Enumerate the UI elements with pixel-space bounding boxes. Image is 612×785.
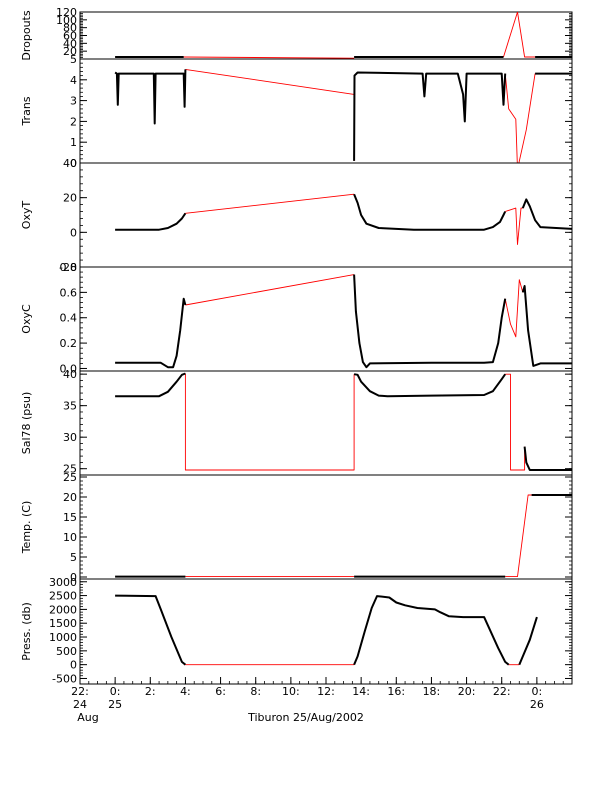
oxyc-tick-label: 0.2 — [60, 337, 78, 350]
x-tick-label: 16: — [387, 685, 405, 698]
trans-data-line — [353, 71, 507, 161]
oxyt-data-line — [115, 212, 187, 231]
oxyt-frame — [79, 162, 573, 268]
trans-ylabel: Trans — [20, 96, 33, 126]
dropouts-tick-label: 40 — [63, 37, 77, 50]
x-tick-label: 14: — [352, 685, 370, 698]
temp-tick-label: 15 — [63, 511, 77, 524]
press-tick-label: 1500 — [49, 617, 77, 630]
temp-tick-label: 10 — [63, 531, 77, 544]
oxyt-data-line — [521, 198, 572, 230]
press-ylabel: Press. (db) — [20, 602, 33, 661]
oxyt-tick-label: 0 — [70, 226, 77, 239]
trans-tick-label: 2 — [70, 115, 77, 128]
temp-ylabel: Temp. (C) — [20, 501, 33, 555]
press-tick-label: -500 — [52, 672, 77, 685]
x-tick-day: 26 — [530, 698, 544, 711]
sal-tick-label: 40 — [63, 368, 77, 381]
x-tick-day: 24 — [73, 698, 87, 711]
oxyt-gap-line — [505, 207, 523, 245]
dropouts-tick-label: 80 — [63, 22, 77, 35]
sal-data-line — [523, 446, 572, 471]
x-tick-label: 8: — [250, 685, 261, 698]
trans-tick-label: 5 — [70, 53, 77, 66]
oxyt-tick-label: -20 — [59, 261, 77, 274]
oxyc-data-line — [115, 297, 187, 369]
x-tick-label: 2: — [145, 685, 156, 698]
dropouts-tick-label: 60 — [63, 30, 77, 43]
oxyc-ylabel: OxyC — [20, 304, 33, 334]
temp-tick-label: 0 — [70, 571, 77, 584]
temp-gap-line — [505, 494, 532, 578]
press-data-line — [518, 616, 538, 666]
sal-tick-label: 25 — [63, 463, 77, 476]
press-tick-label: 2500 — [49, 590, 77, 603]
x-tick-label: 22: — [71, 685, 89, 698]
trans-tick-label: 3 — [70, 95, 77, 108]
sal-data-line — [353, 373, 507, 398]
trans-tick-label: 0 — [70, 157, 77, 170]
press-tick-label: 1000 — [49, 631, 77, 644]
dropouts-frame — [79, 11, 573, 60]
dropouts-tick-label: 120 — [56, 6, 77, 19]
sal-gap-line — [505, 373, 526, 471]
x-tick-label: 10: — [282, 685, 300, 698]
oxyt-ylabel: OxyT — [20, 201, 33, 230]
trans-data-line — [114, 69, 187, 125]
oxyc-tick-label: 0.0 — [60, 362, 78, 375]
oxyt-gap-line — [185, 193, 355, 214]
oxyt-tick-label: 20 — [63, 192, 77, 205]
press-frame — [79, 578, 573, 685]
sal-frame — [79, 370, 573, 476]
dropouts-tick-label: 20 — [63, 45, 77, 58]
press-tick-label: 2000 — [49, 603, 77, 616]
dropouts-gap-line — [183, 56, 355, 59]
x-tick-month: Aug — [77, 711, 98, 724]
press-data-line — [353, 595, 510, 666]
trans-tick-label: 1 — [70, 136, 77, 149]
sal-tick-label: 30 — [63, 431, 77, 444]
x-tick-label: 20: — [458, 685, 476, 698]
oxyc-gap-line — [504, 279, 524, 338]
oxyc-tick-label: 0.8 — [60, 261, 78, 274]
trans-tick-label: 4 — [70, 74, 77, 87]
sal-tick-label: 35 — [63, 400, 77, 413]
sal-ylabel: Sal78 (psu) — [20, 392, 33, 455]
oxyc-tick-label: 0.6 — [60, 286, 78, 299]
dropouts-tick-label: 100 — [56, 14, 77, 27]
oxyc-gap-line — [185, 274, 355, 306]
oxyc-frame — [79, 266, 573, 372]
x-tick-label: 6: — [215, 685, 226, 698]
chart-caption: Tiburon 25/Aug/2002 — [247, 711, 364, 724]
oxyt-tick-label: 40 — [63, 157, 77, 170]
sal-gap-line — [184, 373, 355, 471]
oxyc-tick-label: 0.4 — [60, 312, 78, 325]
press-tick-label: 0 — [70, 659, 77, 672]
oxyc-data-line — [353, 274, 507, 369]
press-tick-label: 500 — [56, 645, 77, 658]
x-tick-label: 4: — [180, 685, 191, 698]
press-tick-label: 3000 — [49, 576, 77, 589]
temp-tick-label: 5 — [70, 551, 77, 564]
press-data-line — [115, 594, 187, 666]
x-tick-label: 12: — [317, 685, 335, 698]
dropouts-gap-line — [503, 12, 536, 58]
oxyt-data-line — [353, 193, 507, 231]
trans-gap-line — [504, 73, 536, 163]
dropouts-ylabel: Dropouts — [20, 10, 33, 60]
x-tick-label: 22: — [493, 685, 511, 698]
temp-frame — [79, 474, 573, 580]
temp-tick-label: 25 — [63, 471, 77, 484]
temp-tick-label: 20 — [63, 491, 77, 504]
x-tick-day: 25 — [108, 698, 122, 711]
x-tick-label: 0: — [531, 685, 542, 698]
x-tick-label: 0: — [110, 685, 121, 698]
sal-data-line — [115, 372, 186, 398]
trans-gap-line — [185, 68, 355, 161]
x-tick-label: 18: — [423, 685, 441, 698]
oxyc-data-line — [521, 285, 572, 367]
